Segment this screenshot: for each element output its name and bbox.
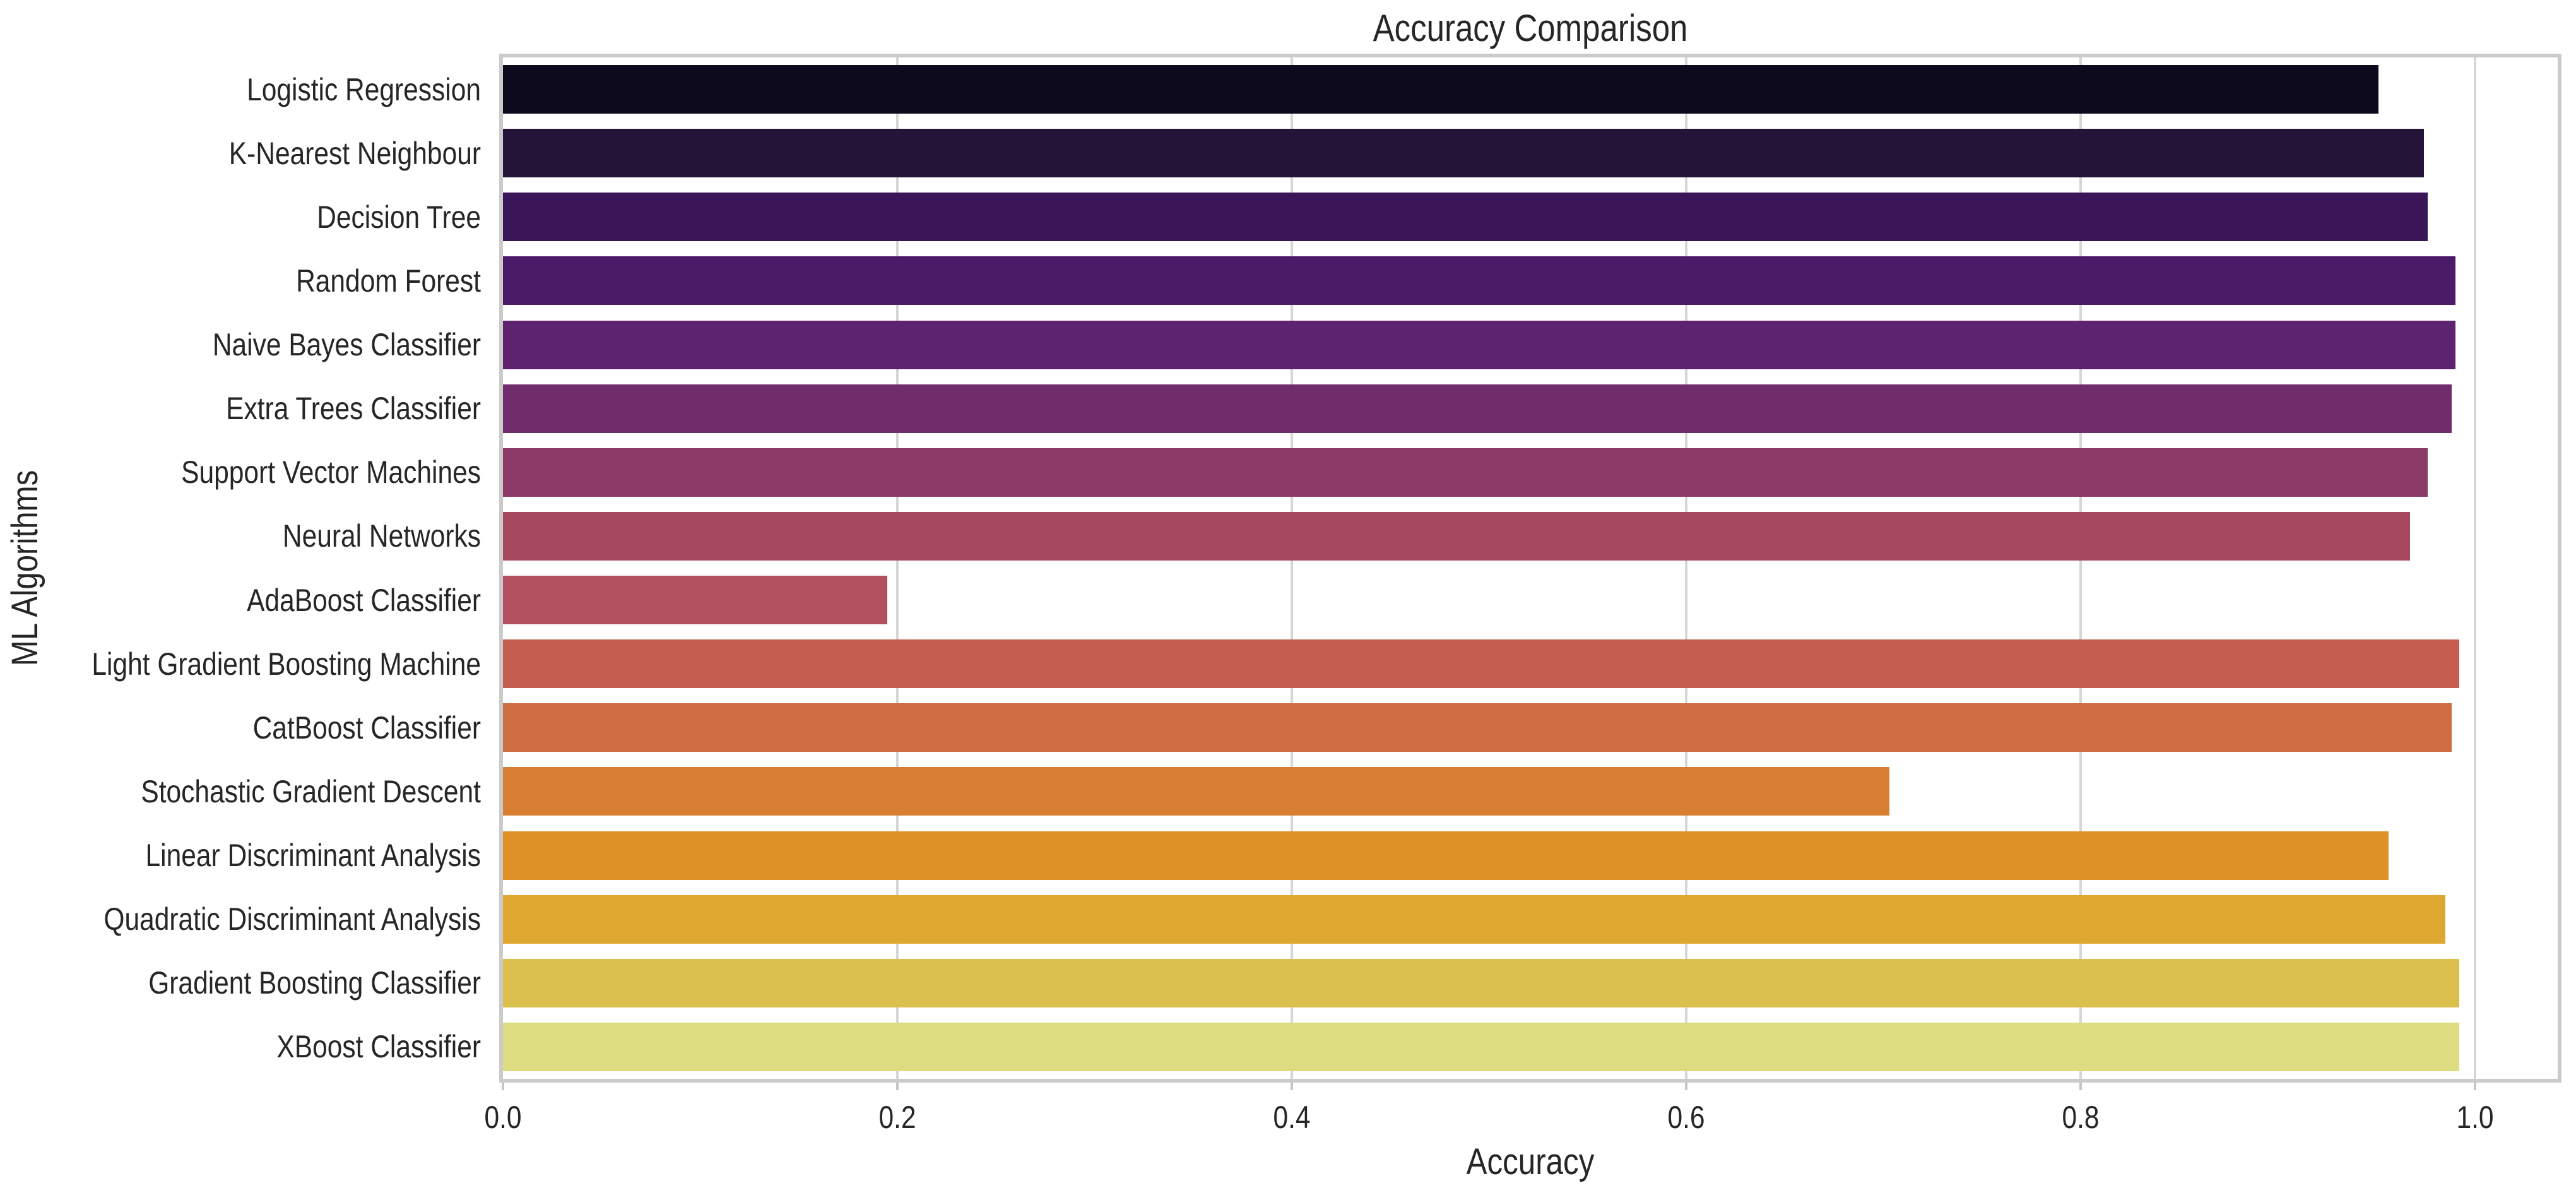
y-tick-label-quadratic-discriminant-analysis: Quadratic Discriminant Analysis [103, 901, 481, 937]
y-tick-label-logistic-regression: Logistic Regression [247, 71, 481, 107]
y-tick-label-k-nearest-neighbour: K-Nearest Neighbour [228, 135, 481, 171]
bar-catboost-classifier [503, 703, 2452, 752]
y-tick-label-linear-discriminant-analysis: Linear Discriminant Analysis [145, 838, 482, 874]
y-tick-label-random-forest: Random Forest [296, 263, 481, 299]
y-tick-label-gradient-boosting-classifier: Gradient Boosting Classifier [148, 965, 481, 1001]
bar-xboost-classifier [503, 1022, 2459, 1071]
bar-random-forest [503, 256, 2455, 306]
gridline-x-0.4 [1291, 57, 1293, 1079]
x-tick-mark-0.8 [2079, 1083, 2082, 1090]
y-tick-label-decision-tree: Decision Tree [317, 199, 481, 235]
x-axis-label: Accuracy [1466, 1141, 1595, 1182]
gridline-x-1 [2474, 57, 2476, 1079]
y-tick-label-catboost-classifier: CatBoost Classifier [252, 710, 481, 745]
bar-extra-trees-classifier [503, 384, 2452, 433]
bar-support-vector-machines [503, 448, 2428, 497]
y-tick-label-support-vector-machines: Support Vector Machines [181, 454, 481, 490]
y-axis-label: ML Algorithms [4, 470, 45, 667]
gridline-x-0.2 [896, 57, 899, 1079]
bar-k-nearest-neighbour [503, 129, 2424, 178]
chart-title: Accuracy Comparison [1373, 7, 1688, 49]
x-tick-label-1.0: 1.0 [2456, 1100, 2494, 1135]
bar-stochastic-gradient-descent [503, 767, 1889, 816]
bar-naive-bayes-classifier [503, 320, 2455, 369]
bar-decision-tree [503, 193, 2428, 242]
x-tick-mark-0.4 [1291, 1083, 1293, 1090]
y-tick-label-adaboost-classifier: AdaBoost Classifier [247, 582, 481, 618]
bar-gradient-boosting-classifier [503, 958, 2459, 1007]
x-tick-mark-0.6 [1685, 1083, 1687, 1090]
x-tick-label-0.2: 0.2 [878, 1100, 916, 1135]
y-tick-label-naive-bayes-classifier: Naive Bayes Classifier [212, 327, 481, 363]
y-tick-label-neural-networks: Neural Networks [282, 518, 481, 554]
x-tick-label-0.4: 0.4 [1273, 1100, 1311, 1135]
x-tick-label-0.6: 0.6 [1667, 1100, 1705, 1135]
y-tick-label-light-gradient-boosting-machine: Light Gradient Boosting Machine [92, 646, 481, 682]
x-tick-label-0.0: 0.0 [484, 1100, 522, 1135]
y-tick-label-xboost-classifier: XBoost Classifier [276, 1029, 481, 1065]
bar-linear-discriminant-analysis [503, 831, 2389, 880]
bar-neural-networks [503, 511, 2410, 561]
x-tick-mark-0.0 [502, 1083, 504, 1090]
y-tick-label-extra-trees-classifier: Extra Trees Classifier [226, 391, 481, 427]
y-tick-label-stochastic-gradient-descent: Stochastic Gradient Descent [141, 773, 481, 809]
gridline-x-0.8 [2079, 57, 2082, 1079]
bar-adaboost-classifier [503, 576, 888, 625]
gridline-x-0.6 [1685, 57, 1687, 1079]
bar-logistic-regression [503, 65, 2378, 114]
x-tick-mark-0.2 [896, 1083, 899, 1090]
bar-light-gradient-boosting-machine [503, 639, 2459, 689]
x-tick-mark-1.0 [2474, 1083, 2476, 1090]
bar-quadratic-discriminant-analysis [503, 894, 2446, 944]
plot-area [499, 54, 2561, 1083]
x-tick-label-0.8: 0.8 [2062, 1100, 2100, 1135]
